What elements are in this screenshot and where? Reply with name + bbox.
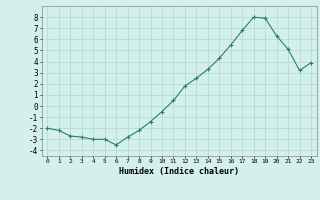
X-axis label: Humidex (Indice chaleur): Humidex (Indice chaleur) <box>119 167 239 176</box>
